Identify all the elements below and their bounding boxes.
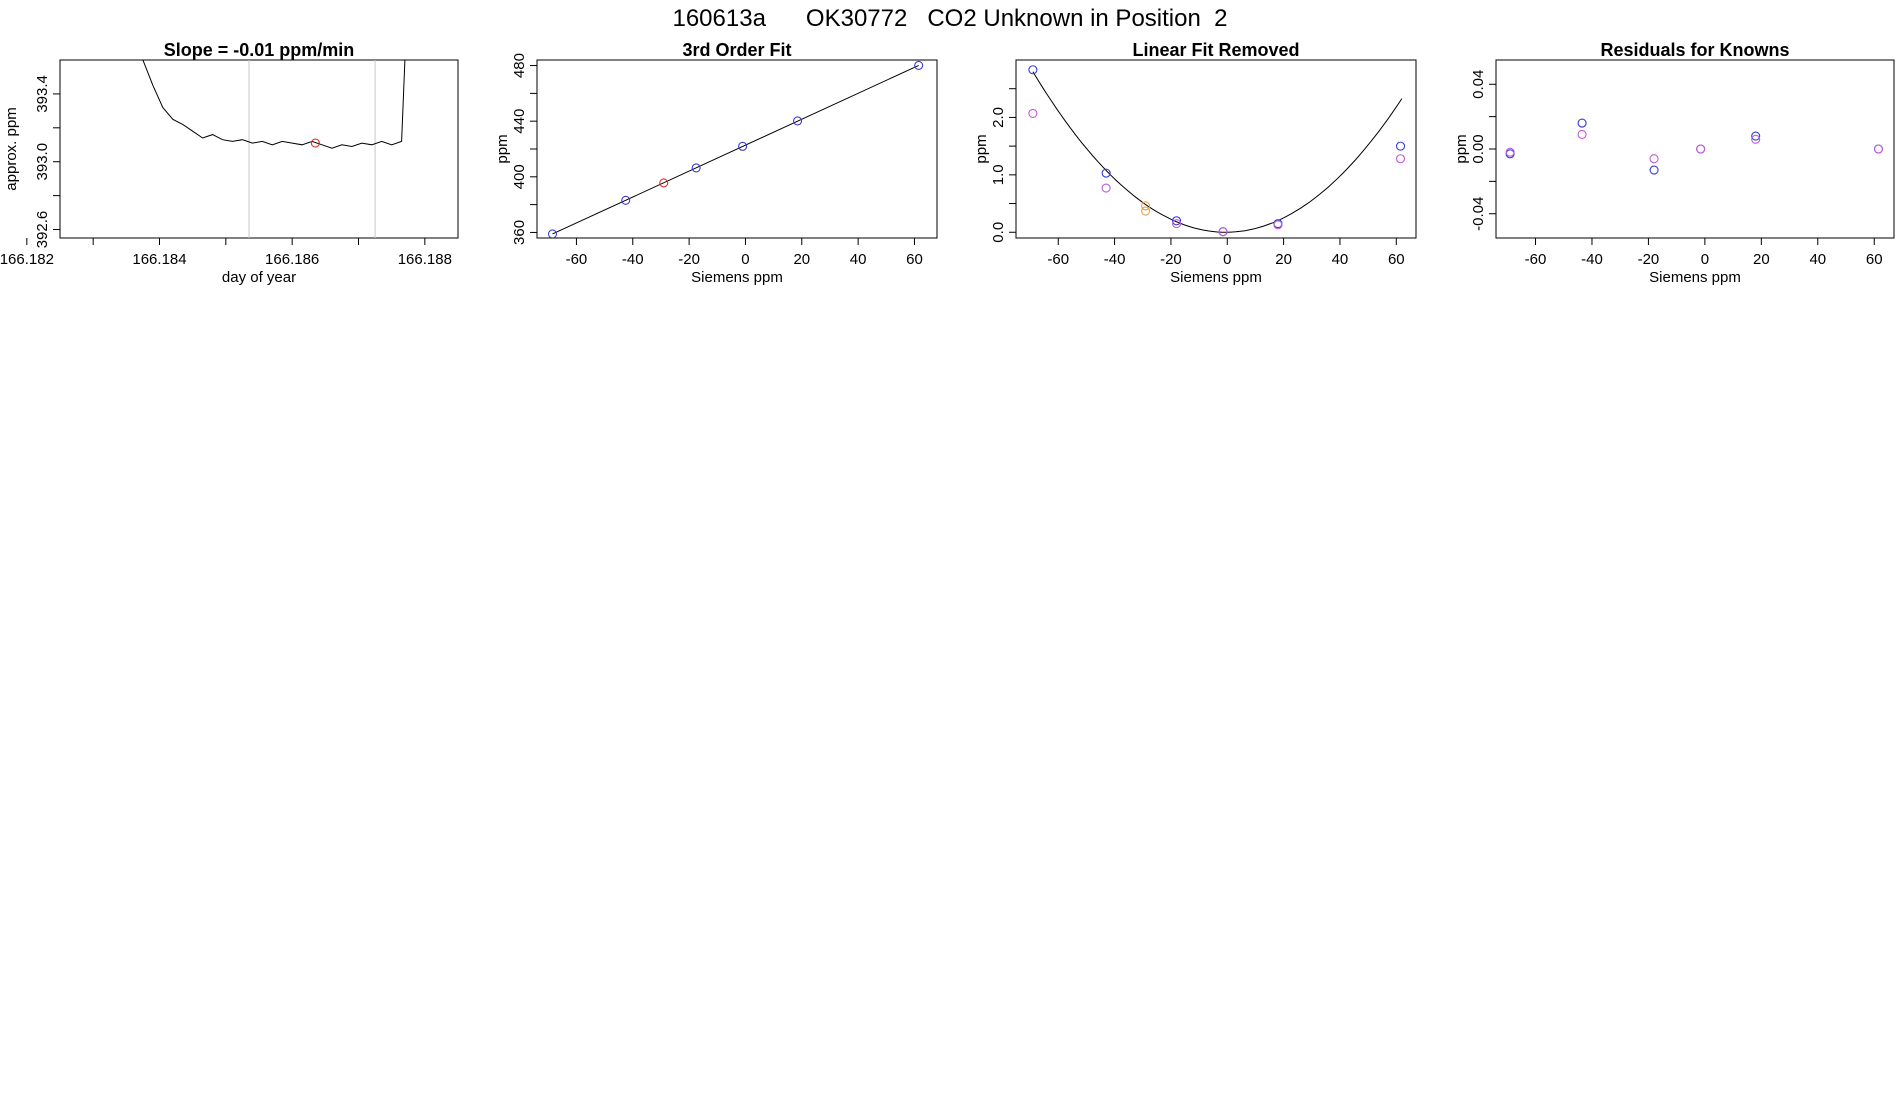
- x-tick-label: 0: [741, 251, 749, 268]
- y-tick-label: 2.0: [990, 107, 1007, 128]
- x-tick-label: -60: [1525, 251, 1547, 268]
- y-axis-label: ppm: [494, 134, 511, 163]
- x-tick-label: -20: [1160, 251, 1182, 268]
- plot-area: [1505, 118, 1884, 175]
- x-tick-label: -60: [566, 251, 588, 268]
- data-point-blue: [793, 116, 803, 126]
- x-tick-label: 20: [1275, 251, 1292, 268]
- y-tick-label: 393.0: [34, 143, 51, 181]
- y-tick-label: 400: [511, 164, 528, 189]
- y-tick-label: 1.0: [990, 164, 1007, 185]
- y-tick-label: 392.6: [34, 211, 51, 249]
- data-point-magenta: [1172, 219, 1182, 229]
- panel-title: Slope = -0.01 ppm/min: [164, 40, 355, 60]
- x-tick-label: 166.188: [398, 251, 452, 268]
- data-point-magenta: [1395, 154, 1406, 164]
- x-tick-label: -40: [1581, 251, 1603, 268]
- data-point-blue: [1577, 118, 1587, 128]
- x-axis-label: Siemens ppm: [691, 269, 783, 286]
- y-tick-label: 0.0: [990, 222, 1007, 243]
- data-point-blue: [621, 195, 631, 205]
- chart-panel-2: 3rd Order Fit -60 -40 -20 0 20 40 60 360 400 440 48…: [494, 40, 938, 286]
- chart-panel-1: Slope = -0.01 ppm/min 166.182 166.184 166.1…: [0, 40, 459, 286]
- plot-area: [1028, 65, 1406, 237]
- x-tick-label: 60: [1388, 251, 1405, 268]
- data-point-blue: [914, 60, 924, 70]
- data-point-magenta: [1273, 220, 1283, 230]
- data-point-orange: [1141, 206, 1151, 216]
- x-tick-label: -20: [1638, 251, 1660, 268]
- data-point-blue: [1649, 165, 1659, 175]
- x-tick-label: 0: [1701, 251, 1709, 268]
- y-tick-label: -0.04: [1470, 197, 1487, 231]
- data-point-magenta: [1028, 108, 1038, 118]
- x-axis-label: Siemens ppm: [1649, 269, 1741, 286]
- x-tick-label: -40: [1104, 251, 1126, 268]
- y-tick-label: 0.00: [1470, 134, 1487, 163]
- data-point-blue: [1751, 131, 1761, 141]
- plot-frame: [59, 59, 459, 239]
- data-point-blue: [1395, 141, 1406, 151]
- data-point-red: [659, 178, 669, 188]
- y-tick-label: 480: [511, 53, 528, 78]
- data-point-magenta: [1577, 129, 1587, 139]
- x-tick-label: 40: [1809, 251, 1826, 268]
- data-point-magenta: [1696, 144, 1706, 154]
- data-point-magenta: [1218, 227, 1228, 237]
- data-point-orange: [1141, 201, 1151, 211]
- x-tick-label: 166.182: [0, 251, 54, 268]
- x-tick-label: -20: [678, 251, 700, 268]
- plot-area: [547, 60, 924, 238]
- trace-line: [142, 60, 406, 149]
- x-tick-label: 40: [850, 251, 867, 268]
- x-tick-label: 166.184: [132, 251, 186, 268]
- data-point-magenta: [1649, 154, 1659, 164]
- x-tick-label: 60: [906, 251, 923, 268]
- y-tick-label: 440: [511, 109, 528, 134]
- data-point-magenta: [1101, 183, 1111, 193]
- x-tick-label: 20: [793, 251, 810, 268]
- plot-frame: [1015, 59, 1417, 239]
- x-tick-label: -40: [622, 251, 644, 268]
- data-point-blue: [1028, 65, 1038, 75]
- data-point-blue: [547, 229, 558, 238]
- plot-frame: [1495, 59, 1895, 239]
- data-point-magenta: [1873, 144, 1884, 154]
- y-tick-label: 0.04: [1470, 70, 1487, 99]
- y-tick-label: 393.4: [34, 75, 51, 113]
- data-point-blue: [1172, 216, 1182, 226]
- x-tick-label: -60: [1047, 251, 1069, 268]
- chart-panel-4: Residuals for Knowns -60 -40 -20 0 20 40 60 -0.0…: [1453, 40, 1895, 286]
- data-point-magenta: [1505, 147, 1515, 157]
- y-tick-label: 360: [511, 220, 528, 245]
- x-tick-label: 20: [1753, 251, 1770, 268]
- fit-line: [552, 64, 919, 235]
- mean-marker: [310, 138, 320, 148]
- data-point-blue: [738, 141, 748, 151]
- data-point-blue: [1101, 168, 1111, 178]
- y-axis-label: approx. ppm: [3, 107, 20, 190]
- panel-title: Linear Fit Removed: [1132, 40, 1299, 60]
- panel-title: Residuals for Knowns: [1600, 40, 1789, 60]
- x-tick-label: 60: [1866, 251, 1883, 268]
- data-point-magenta: [1751, 134, 1761, 144]
- x-tick-label: 40: [1332, 251, 1349, 268]
- x-axis-label: Siemens ppm: [1170, 269, 1262, 286]
- x-axis-label: day of year: [222, 269, 296, 286]
- y-axis-label: ppm: [973, 134, 990, 163]
- panel-title: 3rd Order Fit: [682, 40, 791, 60]
- chart-panel-3: Linear Fit Removed -60 -40 -20 0 20 40 60 0.0 1.0…: [973, 40, 1417, 286]
- y-axis-label: ppm: [1453, 134, 1470, 163]
- x-tick-label: 166.186: [265, 251, 319, 268]
- fit-curve: [1032, 71, 1403, 233]
- panels: Slope = -0.01 ppm/min 166.182 166.184 166.1…: [0, 40, 1895, 286]
- x-tick-label: 0: [1223, 251, 1231, 268]
- data-point-blue: [691, 163, 701, 173]
- main-title: 160613a OK30772 CO2 Unknown in Position …: [672, 5, 1227, 32]
- plot-area: [142, 60, 406, 238]
